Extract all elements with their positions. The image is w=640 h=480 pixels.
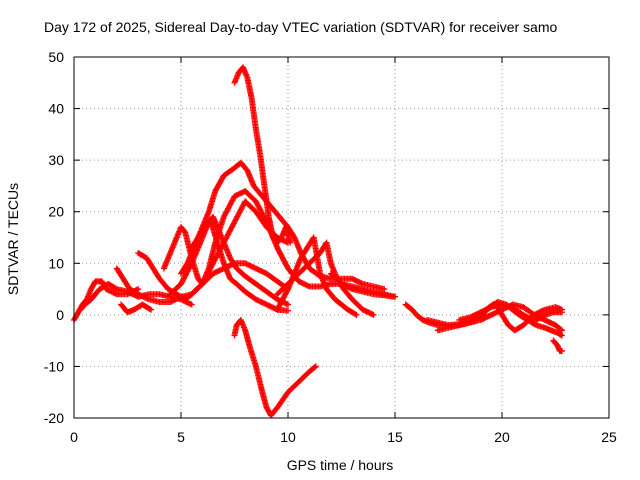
data-point [285, 301, 291, 308]
series-track-10 [231, 64, 294, 246]
data-point [352, 311, 359, 318]
data-point [557, 326, 564, 333]
series-track-18 [456, 301, 565, 324]
grid [74, 57, 609, 418]
data-point [148, 306, 155, 313]
data-point [146, 305, 153, 312]
y-tick-label: 20 [48, 204, 64, 220]
data-point [370, 311, 377, 318]
data-point [135, 286, 142, 293]
data-point [312, 363, 319, 370]
data-point [353, 311, 360, 318]
data-series [71, 64, 565, 419]
data-point [558, 332, 565, 339]
data-point [112, 285, 119, 292]
data-point [558, 327, 565, 334]
y-axis-label: SDTVAR / TECUs [5, 183, 21, 295]
x-tick-label: 25 [601, 429, 617, 445]
data-point [285, 307, 291, 314]
series-track-11 [231, 317, 319, 419]
data-point [311, 364, 318, 371]
data-point [381, 286, 388, 293]
y-tick-label: 50 [48, 49, 64, 65]
plot-frame [73, 56, 610, 419]
data-point [287, 239, 294, 246]
y-tick-label: 30 [48, 152, 64, 168]
series-track-13 [274, 234, 360, 318]
y-tick-label: -20 [44, 410, 64, 426]
series-track-19 [550, 337, 565, 354]
y-tick-label: 40 [48, 101, 64, 117]
x-tick-label: 10 [280, 429, 296, 445]
y-tick-label: -10 [44, 358, 64, 374]
data-point [392, 293, 398, 300]
y-tick-label: 10 [48, 255, 64, 271]
series-track-4 [118, 301, 155, 316]
axis-ticks: 0 5 10 15 20 25 -20 -10 0 10 20 30 40 50 [44, 49, 617, 445]
x-axis-label: GPS time / hours [287, 457, 394, 473]
data-point [188, 301, 195, 308]
x-tick-label: 0 [70, 429, 78, 445]
series-track-9 [188, 219, 291, 314]
data-point [558, 309, 565, 316]
x-tick-label: 5 [177, 429, 185, 445]
x-tick-label: 20 [494, 429, 510, 445]
x-tick-label: 15 [387, 429, 403, 445]
y-tick-label: 0 [56, 307, 64, 323]
chart-title: Day 172 of 2025, Sidereal Day-to-day VTE… [44, 19, 557, 35]
series-track-14 [327, 270, 398, 300]
data-point [558, 347, 565, 354]
